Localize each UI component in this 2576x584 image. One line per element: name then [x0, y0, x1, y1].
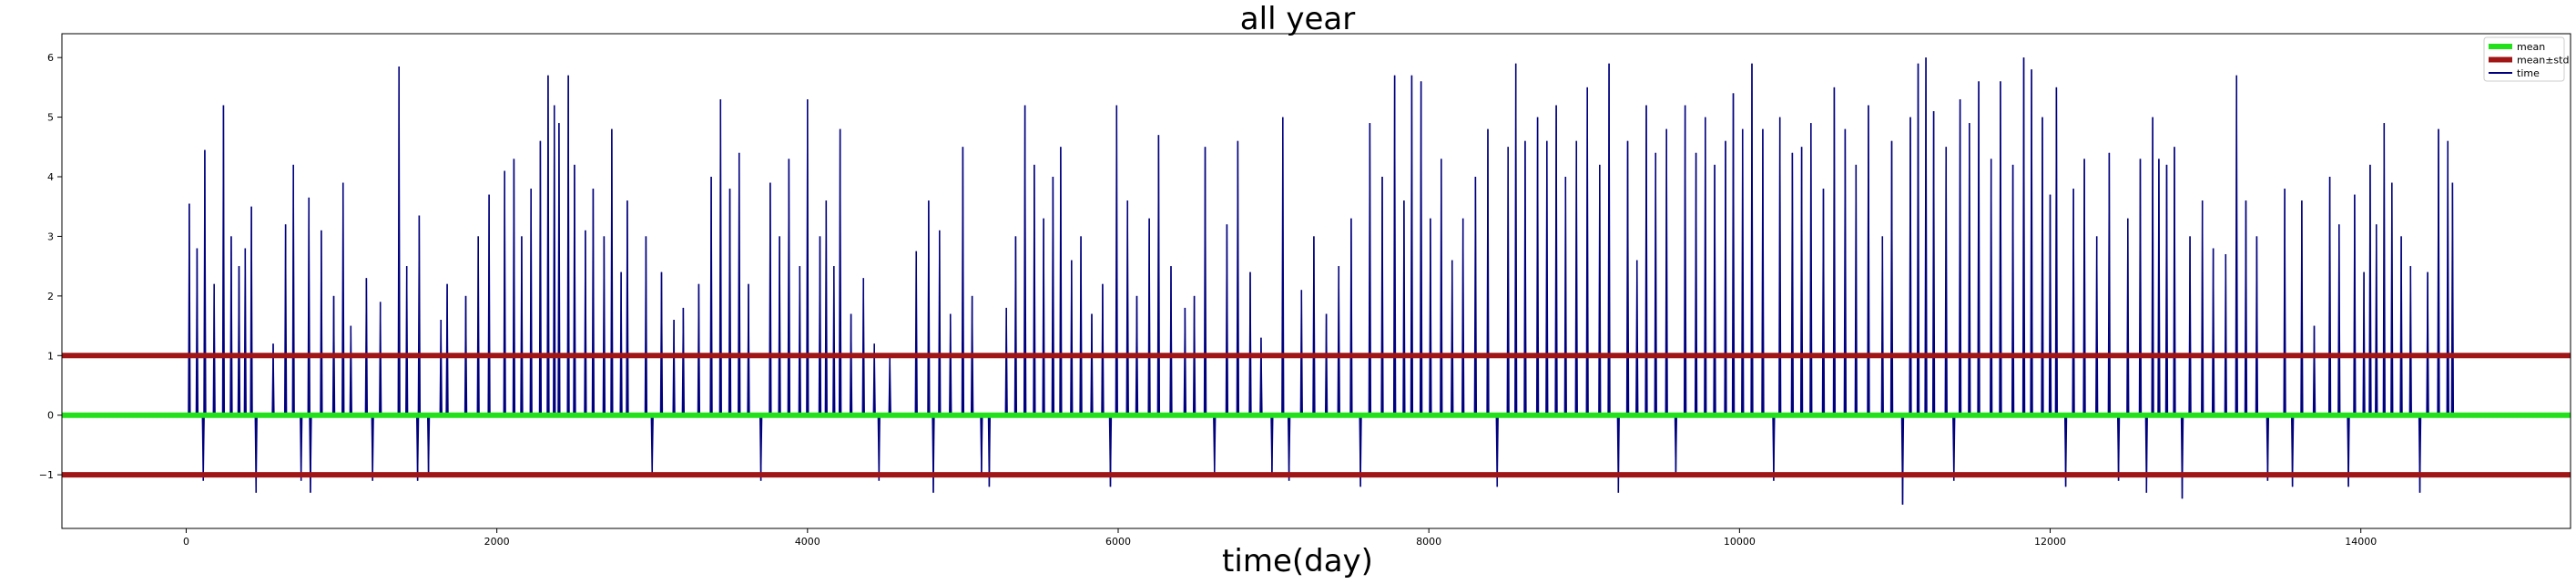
y-tick-label: 4	[47, 171, 54, 183]
x-tick-label: 14000	[2345, 536, 2377, 548]
plot-area	[62, 57, 2571, 505]
plot-clipped	[62, 57, 2571, 505]
y-tick-label: 3	[47, 231, 54, 242]
y-tick-label: 5	[47, 112, 54, 124]
series-line-time	[186, 57, 2455, 505]
x-tick-label: 6000	[1105, 536, 1131, 548]
chart-title: all year	[1240, 1, 1355, 37]
x-tick-label: 12000	[2034, 536, 2066, 548]
plot-frame	[61, 33, 2571, 529]
legend-label: mean	[2517, 41, 2545, 53]
x-tick-label: 2000	[484, 536, 510, 548]
legend-label: time	[2517, 67, 2540, 79]
y-tick-label: 0	[47, 410, 54, 422]
x-axis-label: time(day)	[1222, 543, 1373, 579]
x-tick-label: 4000	[795, 536, 820, 548]
y-tick-label: −1	[39, 469, 54, 481]
x-tick-label: 10000	[1724, 536, 1756, 548]
x-tick-label: 8000	[1416, 536, 1441, 548]
axes: 0 2000 4000 6000 8000 10000 12000 14000 −1 0 1 2 3 4 5…	[39, 33, 2571, 548]
y-tick-label: 2	[47, 291, 54, 302]
x-tick-label: 0	[183, 536, 189, 548]
legend-label: mean±std	[2517, 55, 2569, 67]
y-tick-label: 1	[47, 350, 54, 362]
y-tick-label: 6	[47, 52, 54, 64]
